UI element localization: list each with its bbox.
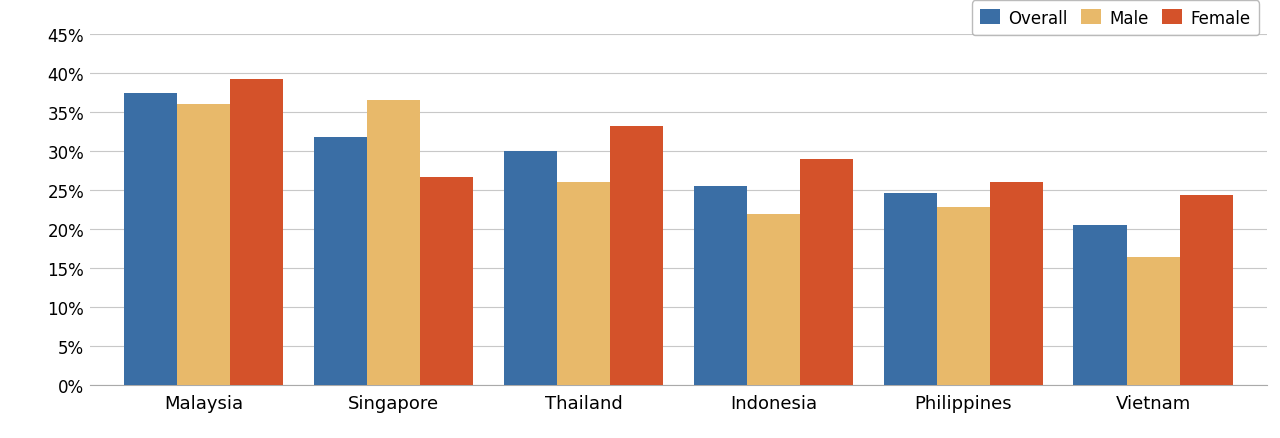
Bar (746, 214, 800, 385)
Bar (1180, 195, 1233, 385)
Bar (124, 93, 177, 385)
Bar (503, 152, 557, 385)
Bar (1074, 225, 1126, 385)
Bar (694, 186, 746, 385)
Bar (1126, 257, 1180, 385)
Bar (611, 127, 663, 385)
Bar (989, 183, 1043, 385)
Bar (883, 193, 937, 385)
Bar (367, 101, 420, 385)
Bar (800, 159, 854, 385)
Bar (420, 177, 474, 385)
Bar (177, 105, 230, 385)
Bar (557, 183, 611, 385)
Legend: Overall, Male, Female: Overall, Male, Female (972, 1, 1258, 36)
Bar (230, 79, 283, 385)
Bar (937, 208, 989, 385)
Bar (314, 138, 367, 385)
